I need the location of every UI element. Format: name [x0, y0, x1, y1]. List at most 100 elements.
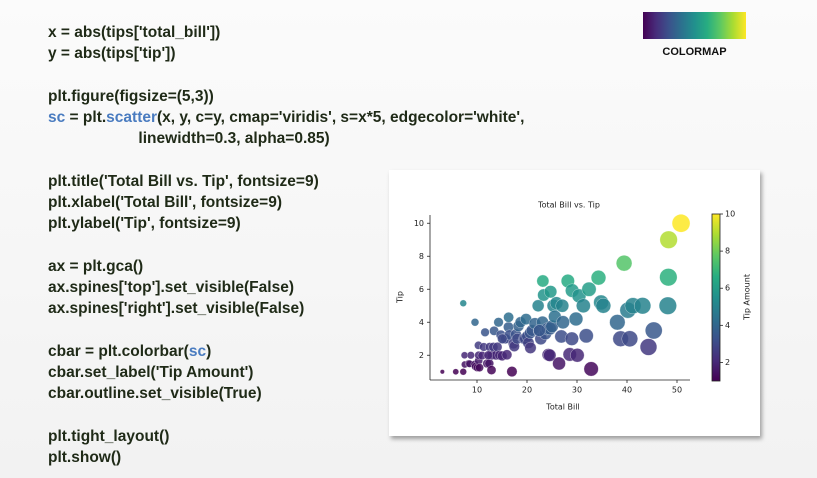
scatter-point: [486, 365, 497, 375]
chart: Total Bill vs. Tip Total Bill Tip 10 20 30…: [396, 201, 752, 412]
y-tick-label: 4: [419, 318, 424, 327]
code-token: x = abs(tips['total_bill']): [48, 24, 221, 41]
x-tick-label: 30: [572, 386, 582, 395]
code-line: ax = plt.gca(): [48, 257, 143, 277]
code-token: = plt.: [65, 109, 107, 126]
scatter-point: [609, 314, 626, 331]
code-token: ax.spines['top'].set_visible(False): [48, 279, 294, 296]
scatter-point: [634, 297, 651, 315]
code-token: (x, y, c=y, cmap='viridis', s=x*5, edgec…: [157, 109, 525, 126]
colorbar-tick-label: 10: [725, 210, 735, 219]
colorbar-label: Tip Amount: [743, 274, 752, 321]
scatter-point: [621, 330, 638, 347]
code-line: plt.ylabel('Tip', fontsize=9): [48, 214, 241, 234]
code-line: plt.xlabel('Total Bill', fontsize=9): [48, 193, 282, 213]
scatter-point: [480, 327, 490, 337]
colorbar-tick-label: 2: [725, 358, 730, 367]
scatter-point: [659, 230, 678, 249]
scatter-point: [466, 351, 475, 360]
code-line: ax.spines['right'].set_visible(False): [48, 299, 304, 319]
scatter-point: [555, 299, 569, 313]
scatter-point: [501, 349, 513, 360]
scatter-point: [439, 369, 445, 375]
code-token: sc: [188, 343, 207, 360]
code-line: plt.tight_layout(): [48, 427, 169, 447]
scatter-point: [581, 281, 597, 297]
scatter-point: [544, 285, 557, 299]
code-token: cbar = plt.colorbar(: [48, 343, 189, 360]
code-token: plt.xlabel('Total Bill', fontsize=9): [48, 194, 283, 211]
x-axis-label: Total Bill: [545, 403, 579, 412]
scatter-point: [497, 333, 508, 344]
y-tick-label: 6: [419, 285, 424, 294]
x-tick-label: 40: [622, 386, 632, 395]
code-line: cbar = plt.colorbar(sc): [48, 342, 211, 362]
x-tick-label: 10: [472, 386, 482, 395]
scatter-point: [659, 268, 678, 287]
scatter-point: [658, 296, 677, 315]
colorbar: [711, 213, 721, 382]
code-token: sc: [48, 109, 66, 126]
scatter-point: [452, 368, 459, 375]
code-token: scatter: [106, 109, 158, 126]
y-tick-label: 8: [419, 252, 424, 261]
code-token: plt.tight_layout(): [48, 428, 170, 445]
y-axis-label: Tip: [396, 291, 405, 304]
scatter-point: [492, 342, 503, 352]
scatter-point: [645, 321, 663, 340]
code-token: ax.spines['right'].set_visible(False): [48, 300, 305, 317]
colormap-label: COLORMAP: [662, 46, 727, 58]
code-line: ax.spines['top'].set_visible(False): [48, 278, 294, 298]
code-line: sc = plt.scatter(x, y, c=y, cmap='viridi…: [48, 108, 524, 128]
code-token: ax = plt.gca(): [48, 258, 144, 275]
scatter-point: [583, 361, 599, 377]
colormap-swatch: [643, 12, 746, 39]
scatter-point: [533, 324, 546, 337]
colorbar-tick-label: 8: [725, 247, 730, 256]
y-tick-label: 2: [419, 351, 424, 360]
code-line: x = abs(tips['total_bill']): [48, 23, 220, 43]
code-line: cbar.outline.set_visible(True): [48, 384, 262, 404]
code-line: plt.title('Total Bill vs. Tip', fontsize…: [48, 172, 319, 192]
scatter-point: [503, 312, 514, 323]
colorbar-tick-label: 4: [725, 321, 730, 330]
colorbar-tick-label: 6: [725, 284, 730, 293]
scatter-point: [595, 298, 611, 314]
x-tick-label: 20: [522, 386, 532, 395]
scatter-point: [552, 356, 566, 371]
code-line: cbar.set_label('Tip Amount'): [48, 363, 253, 383]
scatter-point: [576, 298, 591, 313]
scatter-point: [475, 363, 484, 372]
scatter-point: [536, 274, 550, 288]
code-token: cbar.outline.set_visible(True): [48, 385, 262, 402]
code-line: y = abs(tips['tip']): [48, 44, 176, 64]
scatter-point: [483, 350, 493, 360]
code-token: plt.ylabel('Tip', fontsize=9): [48, 215, 241, 232]
scatter-point: [564, 331, 579, 346]
scatter-point: [639, 338, 658, 356]
scatter-point: [493, 317, 504, 328]
scatter-point: [616, 255, 633, 272]
scatter-point: [568, 311, 584, 326]
code-token: plt.show(): [48, 449, 122, 466]
code-token: ): [206, 343, 212, 360]
x-tick-label: 50: [672, 386, 682, 395]
scatter-point: [671, 214, 691, 233]
scatter-point: [524, 341, 537, 354]
scatter-point: [459, 368, 467, 376]
scatter-point: [470, 318, 480, 327]
scatter-point: [506, 366, 518, 377]
code-line: plt.show(): [48, 448, 121, 468]
scatter-point: [570, 348, 585, 363]
code-token: linewidth=0.3, alpha=0.85): [48, 130, 330, 147]
chart-image: Total Bill vs. Tip Total Bill Tip 10 20 30…: [389, 170, 760, 436]
scatter-point: [532, 299, 545, 312]
code-token: plt.title('Total Bill vs. Tip', fontsize…: [48, 173, 319, 190]
chart-title: Total Bill vs. Tip: [537, 201, 600, 210]
code-token: y = abs(tips['tip']): [48, 45, 176, 62]
scatter-point: [590, 270, 607, 286]
scatter-point: [556, 315, 570, 329]
scatter-point: [459, 299, 467, 307]
scatter-point: [543, 348, 557, 362]
